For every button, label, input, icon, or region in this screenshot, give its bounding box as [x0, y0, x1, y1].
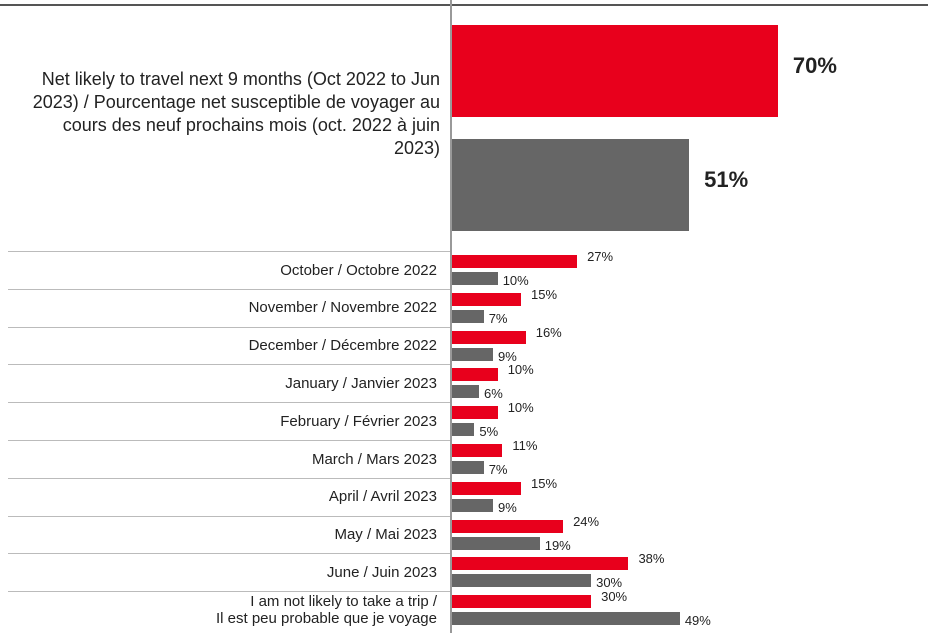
category-label: October / Octobre 2022: [280, 261, 437, 279]
category-label: I am not likely to take a trip / Il est …: [216, 593, 437, 628]
value-label: 16%: [535, 324, 562, 340]
value-label: 30%: [601, 589, 628, 605]
category-label: March / Mars 2023: [311, 450, 437, 468]
axis-line: [450, 0, 452, 633]
bar: [451, 272, 498, 285]
value-label: 9%: [498, 348, 517, 364]
value-label: 7%: [488, 310, 508, 326]
category-label: Net likely to travel next 9 months (Oct …: [32, 69, 440, 158]
bar: [451, 255, 578, 268]
value-label: 11%: [512, 438, 538, 453]
bar: [451, 461, 484, 474]
row-separator: [8, 364, 451, 366]
value-label: 30%: [596, 575, 623, 591]
value-label: 10%: [507, 362, 534, 378]
bar: [451, 139, 690, 231]
top-rule: [0, 4, 928, 6]
category-label: April / Avril 2023: [328, 488, 437, 506]
bar: [451, 595, 592, 609]
value-label: 51%: [704, 167, 749, 192]
category-label: June / Juin 2023: [326, 563, 437, 581]
value-label: 24%: [573, 513, 600, 529]
bar: [451, 481, 522, 495]
bar: [451, 25, 778, 117]
value-label: 9%: [498, 499, 517, 515]
row-separator: [8, 251, 451, 252]
category-label: January / Janvier 2023: [285, 374, 437, 392]
value-label: 38%: [638, 551, 665, 567]
value-label: 27%: [587, 249, 614, 264]
value-label: 5%: [479, 424, 499, 440]
bar: [451, 406, 498, 420]
row-separator: [8, 553, 451, 555]
bar: [451, 536, 540, 550]
bar: [451, 309, 484, 323]
value-label: 6%: [484, 386, 503, 402]
bar: [451, 347, 494, 361]
row-separator: [8, 402, 451, 404]
bar: [451, 385, 480, 399]
bar: [451, 557, 629, 571]
value-label: 7%: [488, 462, 508, 477]
row-separator: [8, 326, 451, 328]
row-separator: [8, 515, 451, 517]
row-separator: [8, 288, 451, 290]
category-label: February / Février 2023: [280, 412, 437, 430]
bar: [451, 519, 564, 533]
value-label: 10%: [507, 400, 534, 416]
row-separator: [8, 591, 451, 593]
row-separator: [8, 477, 451, 479]
value-label: 15%: [531, 286, 558, 302]
category-label: December / Décembre 2022: [248, 337, 437, 355]
value-label: 15%: [531, 475, 558, 491]
row-separator: [8, 440, 451, 441]
bar: [451, 444, 503, 457]
bar: [451, 423, 475, 437]
bar: [451, 292, 522, 306]
bar: [451, 330, 526, 344]
bar: [451, 368, 498, 382]
bar: [451, 612, 680, 626]
bar: [451, 498, 494, 512]
value-label: 10%: [502, 273, 529, 288]
category-label: November / Novembre 2022: [248, 299, 437, 317]
value-label: 49%: [684, 613, 711, 629]
value-label: 19%: [544, 537, 571, 553]
value-label: 70%: [792, 53, 837, 78]
category-label: May / Mai 2023: [334, 526, 437, 544]
bar: [451, 574, 592, 588]
